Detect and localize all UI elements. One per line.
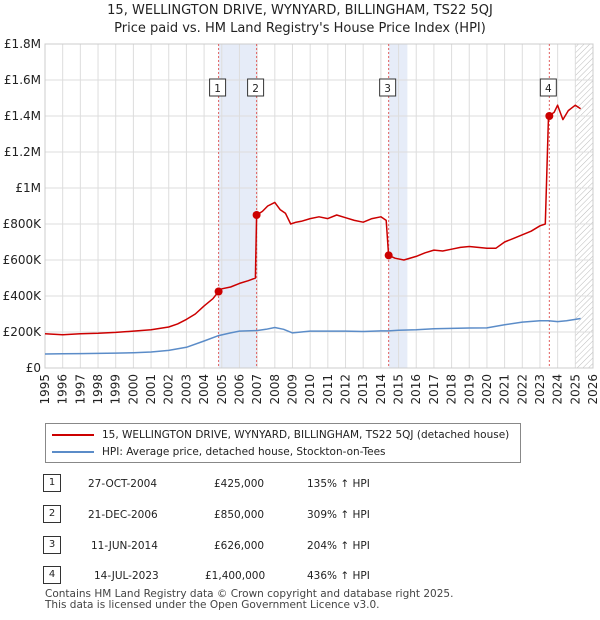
chart-title: 15, WELLINGTON DRIVE, WYNYARD, BILLINGHA… bbox=[0, 2, 600, 38]
transaction-marker-label: 4 bbox=[539, 78, 557, 97]
hpi-line bbox=[44, 317, 581, 355]
transaction-hpi-change: 204% ↑ HPI bbox=[307, 540, 370, 552]
transaction-point bbox=[384, 251, 393, 260]
transaction-price: £850,000 bbox=[214, 509, 265, 521]
legend-item-property: 15, WELLINGTON DRIVE, WYNYARD, BILLINGHA… bbox=[52, 427, 509, 443]
marker-number: 2 bbox=[252, 83, 259, 95]
transaction-marker-label: 1 bbox=[209, 78, 227, 97]
marker-box bbox=[209, 78, 227, 97]
transaction-badge: 2 bbox=[43, 505, 61, 523]
y-tick-label: £1.4M bbox=[4, 109, 41, 123]
y-tick-label: £1.8M bbox=[4, 37, 41, 51]
footer-notice: Contains HM Land Registry data © Crown c… bbox=[45, 589, 453, 611]
x-tick-label: 2008 bbox=[268, 374, 282, 405]
x-tick-label: 1999 bbox=[109, 374, 123, 405]
legend-item-hpi: HPI: Average price, detached house, Stoc… bbox=[52, 444, 386, 460]
x-tick-label: 2004 bbox=[197, 374, 211, 405]
legend-label-hpi: HPI: Average price, detached house, Stoc… bbox=[102, 446, 386, 458]
table-row: 3 11-JUN-2014 £626,000 204% ↑ HPI bbox=[0, 536, 600, 556]
y-tick-label: £400K bbox=[3, 289, 43, 303]
transaction-hpi-change: 436% ↑ HPI bbox=[307, 570, 370, 582]
property-price-line bbox=[44, 104, 582, 336]
x-tick-label: 1997 bbox=[73, 374, 87, 405]
legend-label-property: 15, WELLINGTON DRIVE, WYNYARD, BILLINGHA… bbox=[102, 429, 510, 441]
x-tick-label: 2020 bbox=[480, 374, 494, 405]
x-tick-label: 2015 bbox=[392, 374, 406, 405]
price-chart: £0 £200K £400K £600K £800K £1M £1.2M £1.4M £1.6M… bbox=[3, 37, 600, 405]
x-tick-label: 2022 bbox=[515, 374, 529, 405]
x-tick-label: 1995 bbox=[38, 374, 52, 405]
marker-number: 3 bbox=[384, 83, 391, 95]
x-tick-label: 2003 bbox=[179, 374, 193, 405]
forecast-region bbox=[575, 44, 593, 368]
transaction-hpi-change: 135% ↑ HPI bbox=[307, 478, 370, 490]
x-tick-label: 2009 bbox=[285, 374, 299, 405]
x-tick-label: 2013 bbox=[356, 374, 370, 405]
x-tick-label: 2024 bbox=[551, 374, 565, 405]
legend-swatch-property bbox=[52, 434, 94, 436]
x-tick-label: 2006 bbox=[232, 374, 246, 405]
transaction-point bbox=[252, 211, 261, 219]
table-row: 4 14-JUL-2023 £1,400,000 436% ↑ HPI bbox=[0, 566, 600, 586]
plot-border bbox=[44, 43, 594, 369]
x-tick-label: 2001 bbox=[144, 374, 158, 405]
table-row: 2 21-DEC-2006 £850,000 309% ↑ HPI bbox=[0, 505, 600, 525]
legend: 15, WELLINGTON DRIVE, WYNYARD, BILLINGHA… bbox=[45, 423, 521, 463]
x-tick-label: 2016 bbox=[409, 374, 423, 405]
marker-number: 4 bbox=[545, 83, 552, 95]
footer-line-1: Contains HM Land Registry data © Crown c… bbox=[45, 588, 454, 600]
x-tick-label: 2018 bbox=[445, 374, 459, 405]
x-tick-label: 2017 bbox=[427, 374, 441, 405]
y-tick-label: £1.6M bbox=[4, 73, 41, 87]
transaction-hpi-change: 309% ↑ HPI bbox=[307, 509, 370, 521]
x-tick-label: 2012 bbox=[339, 374, 353, 405]
x-tick-label: 2011 bbox=[321, 374, 335, 405]
table-row: 1 27-OCT-2004 £425,000 135% ↑ HPI bbox=[0, 474, 600, 494]
shaded-period bbox=[388, 44, 408, 368]
marker-box bbox=[539, 78, 557, 97]
transaction-date: 11-JUN-2014 bbox=[91, 540, 158, 552]
x-tick-label: 2002 bbox=[162, 374, 176, 405]
x-tick-label: 1996 bbox=[56, 374, 70, 405]
y-tick-label: £200K bbox=[3, 325, 43, 339]
x-tick-label: 2005 bbox=[215, 374, 229, 405]
footer-line-2: This data is licensed under the Open Gov… bbox=[45, 599, 380, 611]
marker-number: 1 bbox=[214, 83, 221, 95]
transaction-badge: 3 bbox=[43, 536, 61, 554]
transaction-badge: 4 bbox=[43, 566, 61, 584]
transaction-point bbox=[545, 112, 554, 120]
transaction-date: 27-OCT-2004 bbox=[88, 478, 157, 490]
x-tick-label: 2007 bbox=[250, 374, 264, 405]
transaction-point bbox=[214, 287, 223, 296]
transaction-date: 14-JUL-2023 bbox=[94, 570, 159, 582]
y-tick-label: £800K bbox=[3, 217, 43, 231]
x-tick-label: 2026 bbox=[586, 374, 600, 405]
y-tick-label: £0 bbox=[26, 361, 41, 375]
transaction-marker-label: 2 bbox=[247, 78, 265, 97]
marker-box bbox=[247, 78, 265, 97]
x-tick-label: 2000 bbox=[126, 374, 140, 405]
x-tick-label: 2019 bbox=[462, 374, 476, 405]
shaded-period bbox=[218, 44, 257, 368]
x-tick-label: 2014 bbox=[374, 374, 388, 405]
transaction-date: 21-DEC-2006 bbox=[88, 509, 158, 521]
transaction-price: £425,000 bbox=[214, 478, 265, 490]
x-tick-label: 2023 bbox=[533, 374, 547, 405]
y-tick-label: £600K bbox=[3, 253, 43, 267]
transaction-price: £626,000 bbox=[214, 540, 265, 552]
title-line-2: Price paid vs. HM Land Registry's House … bbox=[114, 21, 486, 36]
plot-area bbox=[45, 44, 593, 368]
transaction-marker-label: 3 bbox=[379, 78, 397, 97]
marker-box bbox=[379, 78, 397, 97]
legend-swatch-hpi bbox=[52, 451, 94, 453]
y-tick-label: £1M bbox=[15, 181, 41, 195]
x-tick-label: 2021 bbox=[498, 374, 512, 405]
transaction-badge: 1 bbox=[43, 474, 61, 492]
y-tick-label: £1.2M bbox=[4, 145, 41, 159]
x-tick-label: 2025 bbox=[568, 374, 582, 405]
title-line-1: 15, WELLINGTON DRIVE, WYNYARD, BILLINGHA… bbox=[107, 3, 493, 18]
x-tick-label: 1998 bbox=[91, 374, 105, 405]
transaction-price: £1,400,000 bbox=[205, 570, 266, 582]
x-tick-label: 2010 bbox=[303, 374, 317, 405]
